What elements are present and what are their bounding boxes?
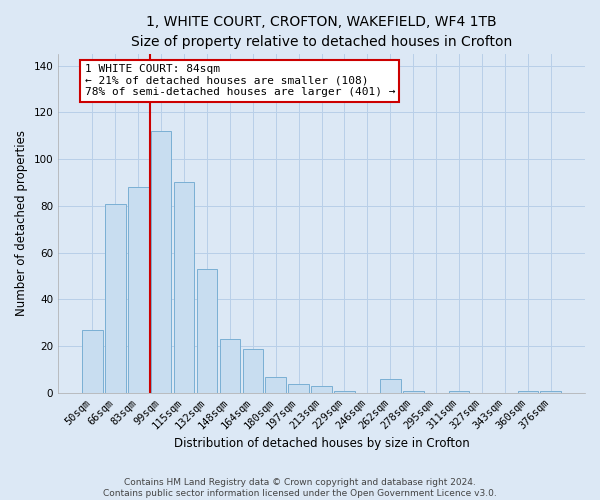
Bar xyxy=(105,204,125,393)
Bar xyxy=(151,131,172,393)
Text: Contains HM Land Registry data © Crown copyright and database right 2024.
Contai: Contains HM Land Registry data © Crown c… xyxy=(103,478,497,498)
Text: 1 WHITE COURT: 84sqm
← 21% of detached houses are smaller (108)
78% of semi-deta: 1 WHITE COURT: 84sqm ← 21% of detached h… xyxy=(85,64,395,97)
Bar xyxy=(289,384,309,393)
Y-axis label: Number of detached properties: Number of detached properties xyxy=(15,130,28,316)
Bar xyxy=(220,339,240,393)
Bar xyxy=(403,390,424,393)
Bar xyxy=(174,182,194,393)
Bar xyxy=(380,379,401,393)
Bar xyxy=(311,386,332,393)
Bar xyxy=(541,390,561,393)
X-axis label: Distribution of detached houses by size in Crofton: Distribution of detached houses by size … xyxy=(174,437,469,450)
Bar xyxy=(449,390,469,393)
Bar xyxy=(242,348,263,393)
Bar xyxy=(265,376,286,393)
Title: 1, WHITE COURT, CROFTON, WAKEFIELD, WF4 1TB
Size of property relative to detache: 1, WHITE COURT, CROFTON, WAKEFIELD, WF4 … xyxy=(131,15,512,48)
Bar xyxy=(128,187,149,393)
Bar xyxy=(334,390,355,393)
Bar xyxy=(197,269,217,393)
Bar xyxy=(518,390,538,393)
Bar xyxy=(82,330,103,393)
